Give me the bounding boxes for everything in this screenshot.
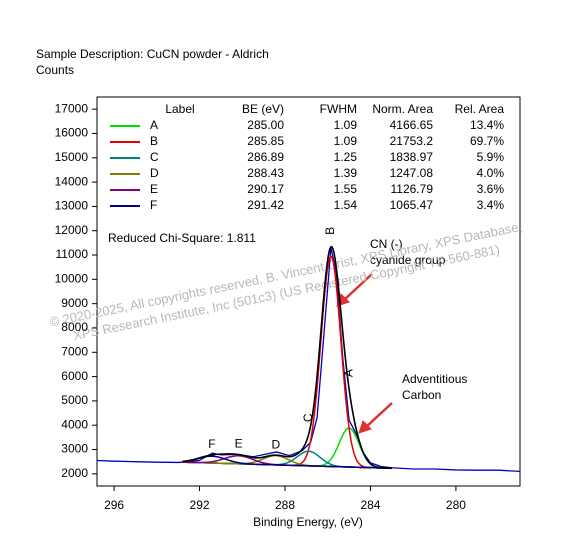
peak-label: D	[271, 437, 280, 451]
table-be: 290.17	[247, 182, 284, 196]
table-header: Label	[165, 102, 194, 116]
y-tick-label: 2000	[61, 466, 88, 480]
table-rel-area: 5.9%	[477, 150, 505, 164]
peak-label: E	[235, 437, 243, 451]
table-label: E	[150, 182, 158, 196]
y-tick-label: 7000	[61, 344, 88, 358]
y-tick-label: 6000	[61, 369, 88, 383]
annotation: cyanide group	[370, 253, 446, 267]
table-rel-area: 3.6%	[477, 182, 505, 196]
chi-square: Reduced Chi-Square: 1.811	[108, 231, 256, 245]
x-tick-label: 292	[190, 498, 210, 512]
table-rel-area: 13.4%	[470, 118, 504, 132]
table-be: 291.42	[247, 198, 284, 212]
x-tick-label: 296	[104, 498, 124, 512]
x-tick-label: 284	[360, 498, 380, 512]
y-tick-label: 9000	[61, 296, 88, 310]
peak-label: F	[208, 437, 215, 451]
table-label: C	[150, 150, 159, 164]
table-rel-area: 4.0%	[477, 166, 505, 180]
peak-label: A	[341, 369, 355, 377]
y-tick-label: 10000	[55, 272, 89, 286]
x-tick-label: 280	[446, 498, 466, 512]
table-fwhm: 1.09	[334, 134, 358, 148]
measured-line	[97, 247, 520, 473]
table-header: Norm. Area	[372, 102, 433, 116]
y-tick-label: 15000	[55, 150, 89, 164]
envelope	[182, 245, 392, 470]
table-area: 21753.2	[390, 134, 434, 148]
watermark-text: XPS Research Institute, Inc (501c3) (US …	[72, 242, 501, 343]
table-be: 285.85	[247, 134, 284, 148]
table-header: BE (eV)	[242, 102, 284, 116]
table-header: FWHM	[320, 102, 357, 116]
table-area: 1126.79	[391, 182, 434, 196]
table-fwhm: 1.54	[334, 198, 358, 212]
y-tick-label: 4000	[61, 417, 88, 431]
component-peak	[182, 455, 392, 470]
y-tick-label: 16000	[55, 126, 89, 140]
table-be: 286.89	[247, 150, 284, 164]
y-tick-label: 8000	[61, 320, 88, 334]
chart-title: Sample Description: CuCN powder - Aldric…	[36, 47, 269, 61]
table-be: 288.43	[247, 166, 284, 180]
table-rel-area: 3.4%	[477, 198, 505, 212]
table-be: 285.00	[247, 118, 284, 132]
y-tick-label: 3000	[61, 442, 88, 456]
table-fwhm: 1.09	[334, 118, 358, 132]
x-axis-label: Binding Energy, (eV)	[253, 515, 363, 529]
y-tick-label: 14000	[55, 174, 89, 188]
table-fwhm: 1.25	[334, 150, 358, 164]
y-tick-label: 12000	[55, 223, 89, 237]
table-area: 4166.65	[390, 118, 434, 132]
x-tick-label: 288	[275, 498, 295, 512]
table-area: 1247.08	[390, 166, 434, 180]
table-area: 1065.47	[390, 198, 434, 212]
y-axis-label: Counts	[36, 63, 74, 77]
annotation: CN (-)	[370, 237, 403, 251]
y-tick-label: 11000	[56, 247, 89, 261]
component-peak	[182, 455, 392, 470]
table-area: 1838.97	[390, 150, 434, 164]
table-label: F	[150, 198, 157, 212]
y-tick-label: 13000	[55, 199, 89, 213]
peak-label: B	[323, 227, 337, 235]
annotation: Adventitious	[402, 372, 467, 386]
y-tick-label: 5000	[61, 393, 88, 407]
peak-label: C	[301, 413, 315, 422]
table-label: D	[150, 166, 159, 180]
table-rel-area: 69.7%	[470, 134, 504, 148]
table-label: A	[150, 118, 158, 132]
table-fwhm: 1.39	[334, 166, 358, 180]
y-tick-label: 17000	[55, 101, 89, 115]
table-header: Rel. Area	[455, 102, 505, 116]
table-label: B	[150, 134, 158, 148]
plot-frame	[96, 96, 521, 487]
plot-area	[97, 245, 520, 473]
table-fwhm: 1.55	[334, 182, 358, 196]
annotation: Carbon	[402, 388, 441, 402]
